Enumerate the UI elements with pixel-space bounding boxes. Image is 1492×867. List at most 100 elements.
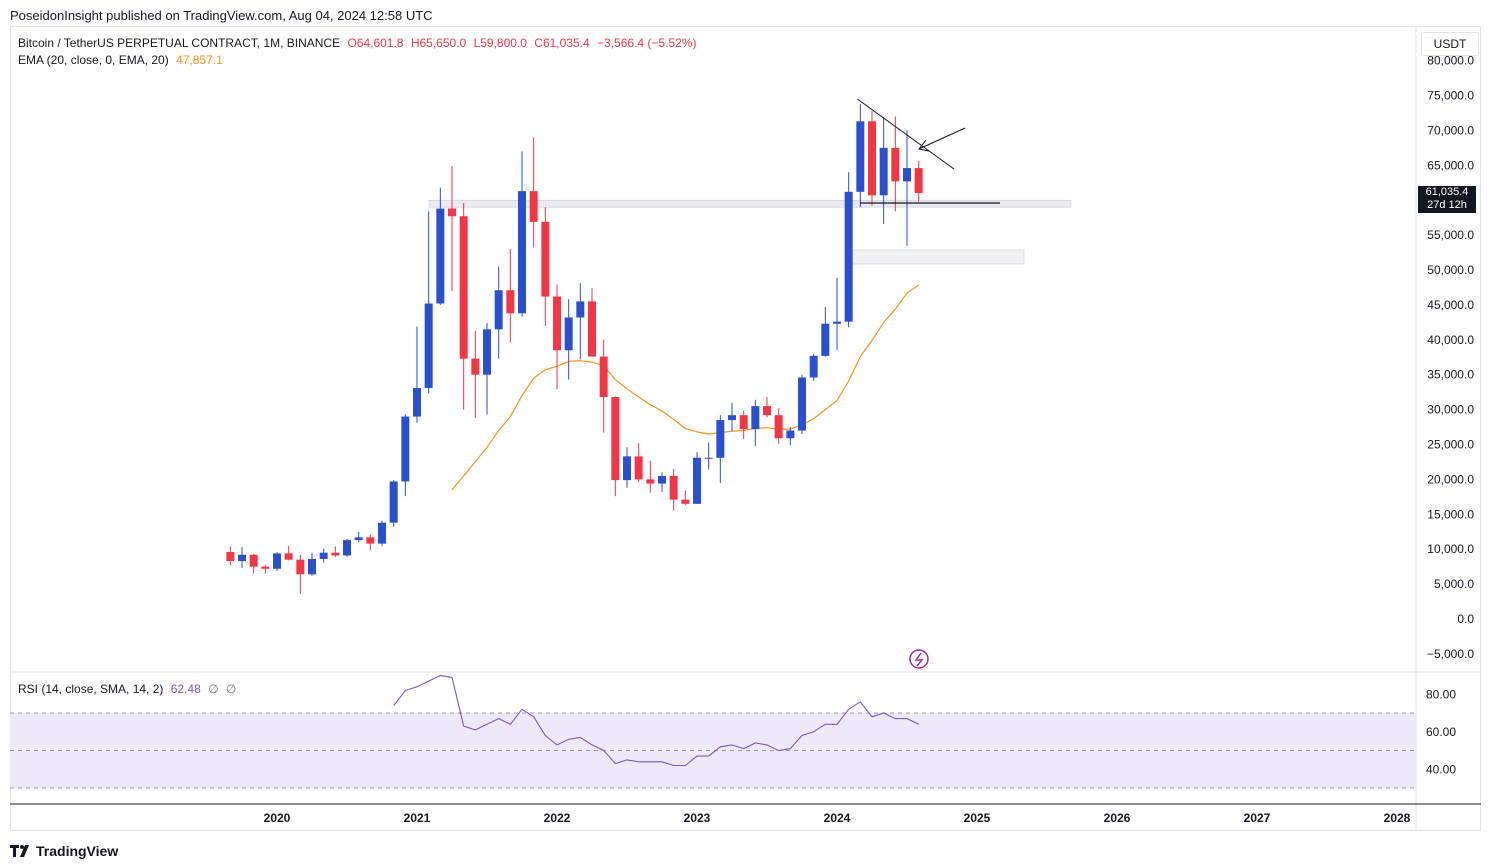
- rsi-line: [393, 674, 919, 767]
- price-tick-label: 50,000.0: [1427, 263, 1474, 277]
- candle-body: [634, 456, 643, 480]
- brand-logo[interactable]: TradingView: [10, 843, 118, 859]
- time-tick-label: 2024: [824, 811, 851, 825]
- candle: [623, 447, 631, 488]
- lightning-glyph: [914, 652, 924, 667]
- candle: [564, 299, 573, 380]
- candle: [506, 249, 515, 343]
- ema-label[interactable]: EMA (20, close, 0, EMA, 20): [18, 53, 169, 67]
- currency-button[interactable]: USDT: [1421, 32, 1479, 56]
- rsi-tick-label: 60.00: [1426, 725, 1456, 739]
- candle-body: [588, 301, 596, 357]
- candle: [483, 323, 491, 415]
- candle: [646, 460, 655, 493]
- rsi-tick-label: 40.00: [1426, 762, 1456, 776]
- descending-trendline: [857, 98, 955, 170]
- time-tick-label: 2020: [264, 811, 291, 825]
- candle: [249, 554, 258, 574]
- arrow-shaft: [918, 127, 966, 150]
- symbol-name[interactable]: Bitcoin / TetherUS PERPETUAL CONTRACT, 1…: [18, 36, 341, 50]
- rsi-extra-2: ∅: [225, 682, 237, 696]
- ema-value: 47,857.1: [176, 53, 223, 67]
- demand-zone: [851, 249, 1025, 265]
- change-value: −3,566.4 (−5.52%): [597, 36, 697, 50]
- candle: [518, 151, 526, 317]
- candle-body: [774, 415, 783, 439]
- candle: [541, 207, 550, 326]
- countdown: 27d 12h: [1427, 199, 1467, 211]
- high-value: H65,650.0: [410, 36, 467, 50]
- candle-body: [471, 358, 480, 375]
- candle-body: [564, 317, 573, 351]
- candle-body: [541, 221, 550, 297]
- price-tick-label: 45,000.0: [1427, 298, 1474, 312]
- candle: [763, 397, 771, 418]
- rsi-value: 62.48: [170, 682, 201, 696]
- candle-body: [821, 323, 830, 356]
- candle-body: [856, 121, 865, 192]
- candle-body: [798, 377, 806, 431]
- candle-body: [763, 406, 771, 416]
- candle: [413, 326, 421, 423]
- candle-body: [903, 168, 911, 182]
- candle-body: [238, 554, 246, 562]
- symbol-legend: Bitcoin / TetherUS PERPETUAL CONTRACT, 1…: [18, 36, 700, 50]
- candle: [634, 443, 643, 483]
- candle: [809, 353, 818, 381]
- candle-body: [354, 537, 363, 541]
- close-value: C61,035.4: [534, 36, 590, 50]
- tradingview-logo-icon: [10, 845, 29, 857]
- candle: [284, 545, 293, 561]
- candle: [378, 520, 386, 547]
- time-tick-label: 2025: [964, 811, 991, 825]
- candle: [494, 266, 503, 359]
- candle-body: [249, 554, 258, 567]
- price-tick-label: 75,000.0: [1427, 89, 1474, 103]
- candle-body: [483, 329, 491, 375]
- candle: [903, 130, 911, 246]
- candle: [751, 399, 760, 446]
- last-price: 61,035.4: [1425, 186, 1469, 198]
- time-tick-label: 2022: [544, 811, 571, 825]
- candle-body: [576, 301, 585, 318]
- candle: [459, 202, 468, 410]
- time-tick-label: 2021: [404, 811, 431, 825]
- candle-body: [413, 387, 421, 417]
- candle: [728, 402, 736, 432]
- candle-body: [669, 475, 678, 500]
- candle-body: [681, 499, 690, 504]
- candle: [774, 408, 783, 444]
- rsi-extra-1: ∅: [208, 682, 219, 696]
- candle: [599, 339, 608, 433]
- candle: [296, 554, 305, 594]
- candle-body: [261, 566, 270, 569]
- candle-body: [529, 191, 538, 222]
- candle: [868, 110, 876, 206]
- candle: [914, 160, 923, 202]
- candles-layer: [226, 103, 923, 594]
- candle: [821, 306, 830, 357]
- candle-body: [704, 457, 713, 459]
- publisher-caption: PoseidonInsight published on TradingView…: [10, 8, 433, 23]
- candle: [448, 165, 456, 291]
- candle-body: [646, 479, 655, 484]
- candle: [786, 427, 795, 446]
- candle-body: [401, 416, 410, 482]
- candle-body: [809, 355, 818, 378]
- time-tick-label: 2028: [1384, 811, 1411, 825]
- candle: [261, 565, 270, 574]
- candle: [308, 552, 316, 576]
- candle-body: [424, 303, 433, 388]
- price-tick-label: −5,000.0: [1427, 647, 1474, 661]
- candle: [331, 546, 340, 557]
- rsi-legend: RSI (14, close, SMA, 14, 2) 62.48 ∅ ∅: [18, 682, 240, 696]
- candle-body: [518, 191, 526, 314]
- rsi-label[interactable]: RSI (14, close, SMA, 14, 2): [18, 682, 164, 696]
- candle-body: [728, 415, 736, 421]
- candle-body: [693, 457, 701, 504]
- candle: [424, 211, 433, 394]
- price-tick-label: 70,000.0: [1427, 123, 1474, 137]
- ema-line: [451, 284, 920, 491]
- candle: [669, 468, 678, 511]
